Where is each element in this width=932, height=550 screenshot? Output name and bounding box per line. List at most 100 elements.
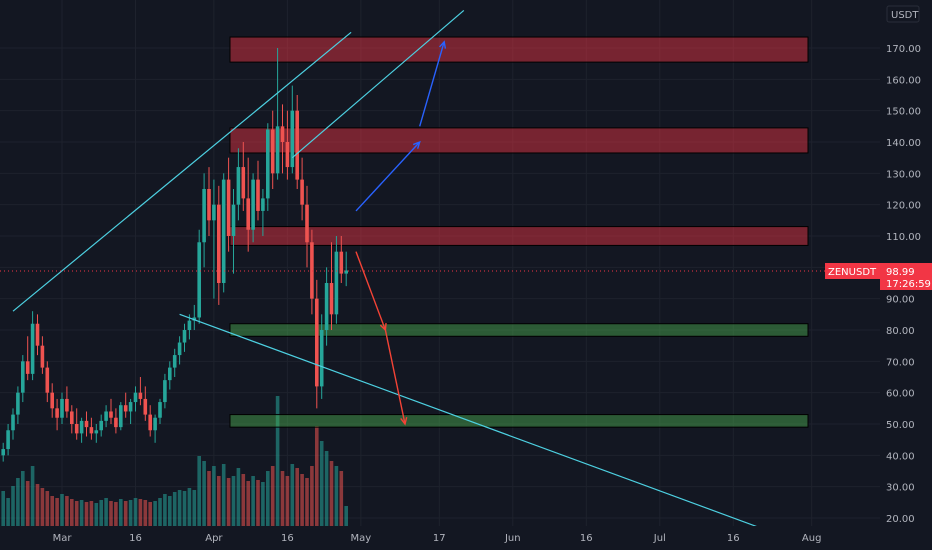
- candle-body: [143, 398, 148, 415]
- volume-bar: [138, 499, 143, 526]
- candle-body: [212, 204, 216, 221]
- volume-bars: [1, 396, 348, 526]
- price-zones[interactable]: [229, 36, 809, 428]
- current-price-value: 98.99: [886, 267, 915, 278]
- resistance-zone: [229, 36, 809, 63]
- volume-bar: [79, 500, 84, 526]
- x-tick-label: 16: [129, 533, 142, 544]
- candle-body: [280, 126, 285, 142]
- volume-bar: [143, 500, 148, 526]
- volume-bar: [334, 466, 339, 526]
- candle-body: [197, 242, 201, 318]
- symbol-tag: [825, 263, 880, 279]
- candle-body: [275, 126, 280, 174]
- volume-bar: [128, 500, 133, 526]
- candle-body: [25, 361, 30, 374]
- candle-body: [221, 179, 226, 283]
- trend-line: [12, 31, 352, 312]
- candle-body: [163, 380, 167, 403]
- volume-bar: [280, 471, 285, 526]
- y-tick-label: 20.00: [886, 514, 915, 525]
- x-tick-label: 16: [580, 533, 593, 544]
- candle-body: [270, 129, 275, 174]
- trend-lines[interactable]: [12, 9, 768, 532]
- volume-bar: [251, 476, 255, 526]
- volume-bar: [55, 498, 59, 526]
- candle-body: [202, 189, 206, 243]
- support-zone: [229, 414, 809, 428]
- x-tick-label: May: [351, 533, 372, 544]
- y-tick-label: 30.00: [886, 483, 915, 494]
- candle-body: [339, 251, 344, 274]
- countdown-timer: 17:26:59: [886, 279, 931, 290]
- y-tick-label: 50.00: [886, 420, 915, 431]
- volume-bar: [310, 466, 314, 526]
- candle-body: [344, 270, 348, 274]
- candle-body: [177, 342, 182, 356]
- volume-bar: [60, 494, 64, 526]
- resistance-zone: [229, 127, 809, 154]
- volume-bar: [344, 506, 348, 526]
- candle-body: [11, 414, 15, 431]
- volume-bar: [182, 491, 187, 526]
- y-tick-label: 60.00: [886, 389, 915, 400]
- volume-bar: [315, 426, 319, 526]
- resistance-zone: [229, 226, 809, 246]
- volume-bar: [74, 501, 79, 526]
- volume-bar: [197, 456, 201, 526]
- volume-bar: [84, 502, 89, 526]
- volume-bar: [89, 501, 94, 526]
- volume-bar: [202, 461, 206, 526]
- symbol-label: ZENUSDT: [828, 267, 877, 278]
- volume-bar: [123, 501, 128, 526]
- volume-bar: [45, 491, 50, 526]
- candle-body: [324, 283, 329, 330]
- x-tick-label: Jun: [504, 533, 521, 544]
- volume-bar: [148, 502, 152, 526]
- volume-bar: [35, 484, 40, 526]
- y-tick-label: 170.00: [886, 44, 921, 55]
- candle-body: [138, 392, 143, 399]
- candle-body: [231, 204, 236, 236]
- candle-body: [40, 345, 45, 368]
- candle-body: [153, 417, 157, 431]
- candle-body: [207, 189, 211, 221]
- volume-bar: [275, 396, 280, 526]
- volume-bar: [177, 490, 182, 526]
- candle-body: [172, 355, 177, 368]
- candle-body: [319, 330, 324, 387]
- trend-line: [179, 313, 768, 532]
- candle-body: [119, 405, 123, 428]
- candle-body: [60, 398, 64, 418]
- candle-body: [35, 323, 40, 346]
- y-tick-label: 80.00: [886, 326, 915, 337]
- candle-body: [266, 129, 270, 199]
- candle-body: [70, 411, 74, 424]
- candle-body: [114, 417, 118, 428]
- projection-arrows[interactable]: [355, 40, 447, 426]
- candle-body: [21, 361, 25, 393]
- candle-body: [158, 402, 162, 418]
- volume-bar: [324, 451, 329, 526]
- candle-body: [109, 411, 113, 418]
- volume-bar: [305, 478, 309, 526]
- grid-lines: [0, 0, 880, 526]
- volume-bar: [119, 499, 123, 526]
- volume-bar: [109, 501, 113, 526]
- price-axis[interactable]: 20.00 30.00 40.00 50.00 60.00 70.00 80.00 90.00…: [880, 0, 932, 550]
- projection-arrow-line: [384, 329, 406, 425]
- projection-arrow-line: [355, 141, 421, 212]
- volume-bar: [99, 500, 103, 526]
- y-tick-label: 90.00: [886, 295, 915, 306]
- x-tick-label: 16: [727, 533, 740, 544]
- volume-bar: [231, 476, 236, 526]
- candle-body: [89, 427, 94, 434]
- time-axis[interactable]: Mar 16 Apr 16 May 17 Jun 16 Jul 16 Aug: [0, 526, 880, 550]
- volume-bar: [16, 478, 20, 526]
- candle-body: [251, 179, 255, 230]
- volume-bar: [40, 488, 45, 526]
- volume-bar: [212, 466, 216, 526]
- y-tick-label: 110.00: [886, 232, 921, 243]
- volume-bar: [30, 466, 35, 526]
